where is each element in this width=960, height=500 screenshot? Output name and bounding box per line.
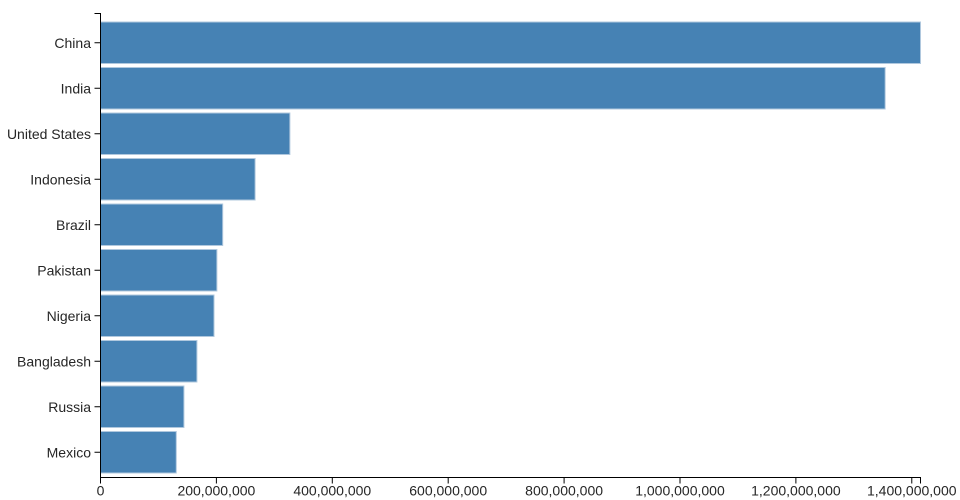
bar-russia — [100, 385, 185, 428]
x-tick-label: 1,000,000,000 — [635, 483, 725, 499]
x-tick-label: 400,000,000 — [293, 483, 371, 499]
y-tick-label-indonesia: Indonesia — [30, 171, 91, 187]
y-tick-label-united-states: United States — [7, 126, 91, 142]
bar-china — [100, 21, 921, 64]
bar-mexico — [100, 431, 177, 474]
x-axis: 0 200,000,000 400,000,000 600,000,000 800,00… — [97, 477, 957, 499]
y-tick-label-mexico: Mexico — [47, 444, 92, 460]
y-axis-domain — [94, 13, 101, 478]
bar-india — [100, 67, 886, 110]
bar-indonesia — [100, 158, 256, 201]
bar-bangladesh — [100, 340, 198, 383]
x-tick-label: 600,000,000 — [409, 483, 487, 499]
y-tick-label-pakistan: Pakistan — [37, 262, 91, 278]
x-tick-label: 1,200,000,000 — [751, 483, 841, 499]
bar-united-states — [100, 112, 291, 155]
y-tick-label-nigeria: Nigeria — [47, 308, 92, 324]
y-tick-label-bangladesh: Bangladesh — [17, 353, 91, 369]
bar-nigeria — [100, 294, 215, 337]
y-tick-label-brazil: Brazil — [56, 217, 91, 233]
bar-brazil — [100, 203, 224, 246]
y-tick-label-india: India — [61, 80, 92, 96]
y-tick-label-china: China — [54, 35, 91, 51]
x-tick-label: 200,000,000 — [177, 483, 255, 499]
x-tick-label: 1,400,000,000 — [867, 483, 957, 499]
y-tick-label-russia: Russia — [48, 399, 91, 415]
bars-group — [100, 21, 921, 474]
x-tick-label: 0 — [97, 483, 105, 499]
x-tick-label: 800,000,000 — [525, 483, 603, 499]
y-axis: China India United States Indonesia Brazil Pa… — [7, 13, 101, 478]
bar-pakistan — [100, 249, 218, 292]
